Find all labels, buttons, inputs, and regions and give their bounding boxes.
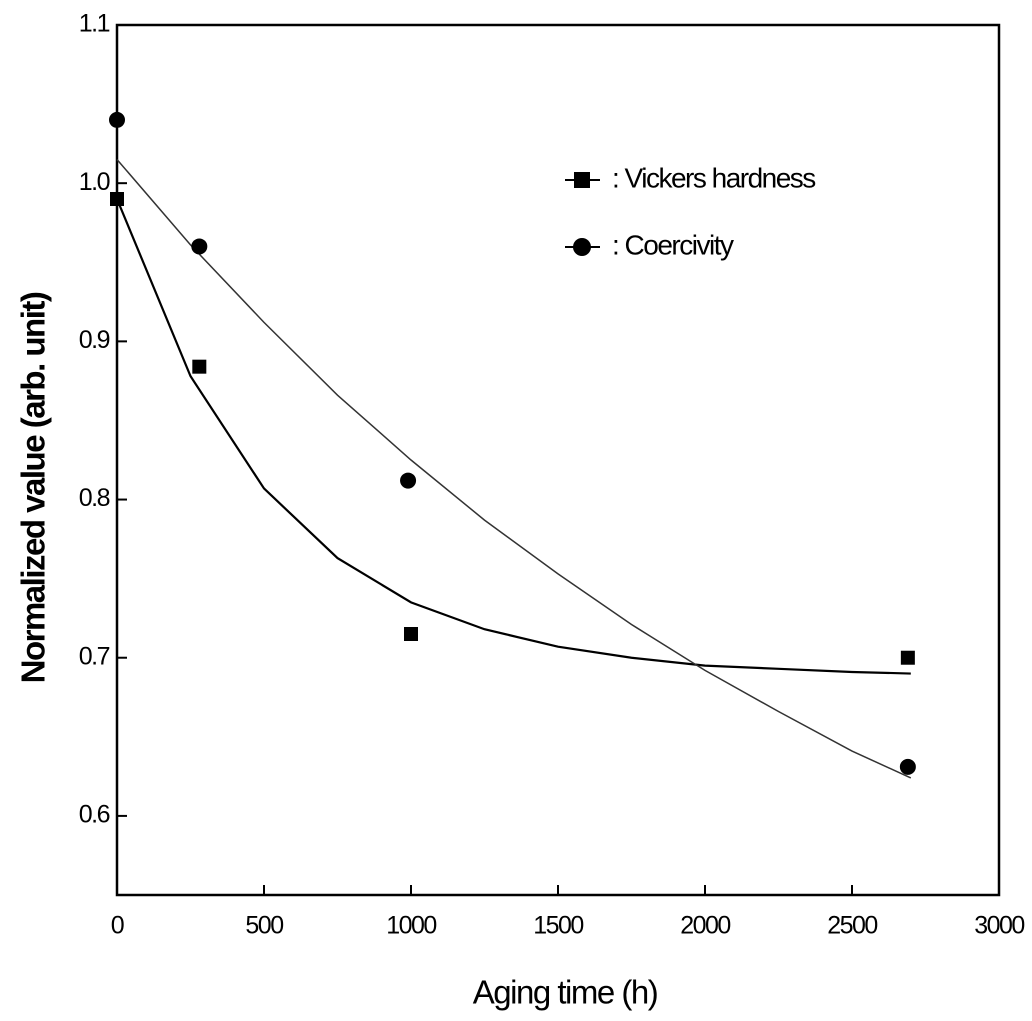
data-point — [192, 359, 207, 374]
y-tick-label: 1.0 — [79, 168, 110, 196]
data-point — [109, 111, 125, 128]
x-tick-label: 3000 — [974, 912, 1024, 940]
fit-curve — [115, 198, 911, 675]
data-point — [404, 627, 418, 641]
data-point — [110, 192, 124, 206]
data-point — [191, 238, 208, 255]
x-tick-label: 1000 — [386, 912, 436, 940]
x-tick-label: 2000 — [680, 912, 730, 940]
y-tick-label: 0.8 — [79, 484, 110, 512]
legend-marker — [574, 172, 590, 188]
data-point — [400, 472, 417, 489]
x-tick-label: 1500 — [533, 912, 583, 940]
legend-label: : Coercivity — [612, 229, 734, 260]
legend-marker — [573, 238, 591, 256]
x-tick-label: 2500 — [827, 912, 877, 940]
x-axis-label: Aging time (h) — [473, 974, 657, 1011]
y-tick-label: 0.9 — [79, 326, 110, 354]
y-tick-label: 0.7 — [79, 642, 110, 670]
plot-frame — [115, 23, 1001, 897]
y-tick-label: 1.1 — [79, 10, 110, 38]
fit-curve — [116, 158, 912, 779]
y-axis-label: Normalized value (arb. unit) — [15, 292, 52, 683]
x-tick-label: 500 — [245, 912, 283, 940]
data-point — [899, 758, 916, 775]
y-tick-label: 0.6 — [79, 801, 110, 829]
legend-label: : Vickers hardness — [612, 162, 815, 193]
x-tick-label: 0 — [111, 912, 124, 940]
data-point — [900, 650, 915, 665]
